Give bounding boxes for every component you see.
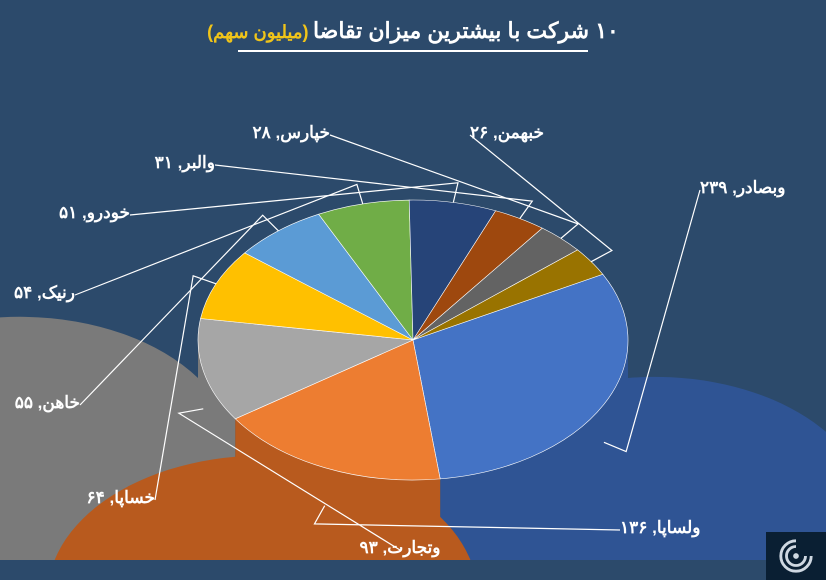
title-underline [238, 50, 588, 52]
slice-label: وتجارت, ۹۳ [359, 538, 440, 558]
slice-label: والبر, ۳۱ [155, 153, 215, 173]
title-sub: (میلیون سهم) [207, 22, 308, 42]
slice-label: خودرو, ۵۱ [59, 203, 130, 223]
slice-label: وبصادر, ۲۳۹ [700, 178, 786, 198]
chart-title: ۱۰ شرکت با بیشترین میزان تقاضا (میلیون س… [0, 18, 826, 44]
pie-svg [0, 60, 826, 560]
brand-logo [766, 532, 826, 580]
pie-chart: وبصادر, ۲۳۹ ولساپا, ۱۳۶ وتجارت, ۹۳ خساپا, ۶… [0, 60, 826, 560]
slice-label: رنیک, ۵۴ [14, 283, 75, 303]
title-main: ۱۰ شرکت با بیشترین میزان تقاضا [313, 18, 619, 43]
slice-label: خپارس, ۲۸ [253, 123, 331, 143]
slice-label: ولساپا, ۱۳۶ [620, 518, 701, 538]
slice-label: خساپا, ۶۴ [87, 488, 155, 508]
slice-label: خاهن, ۵۵ [15, 393, 80, 413]
slice-label: خبهمن, ۲۶ [470, 123, 544, 143]
